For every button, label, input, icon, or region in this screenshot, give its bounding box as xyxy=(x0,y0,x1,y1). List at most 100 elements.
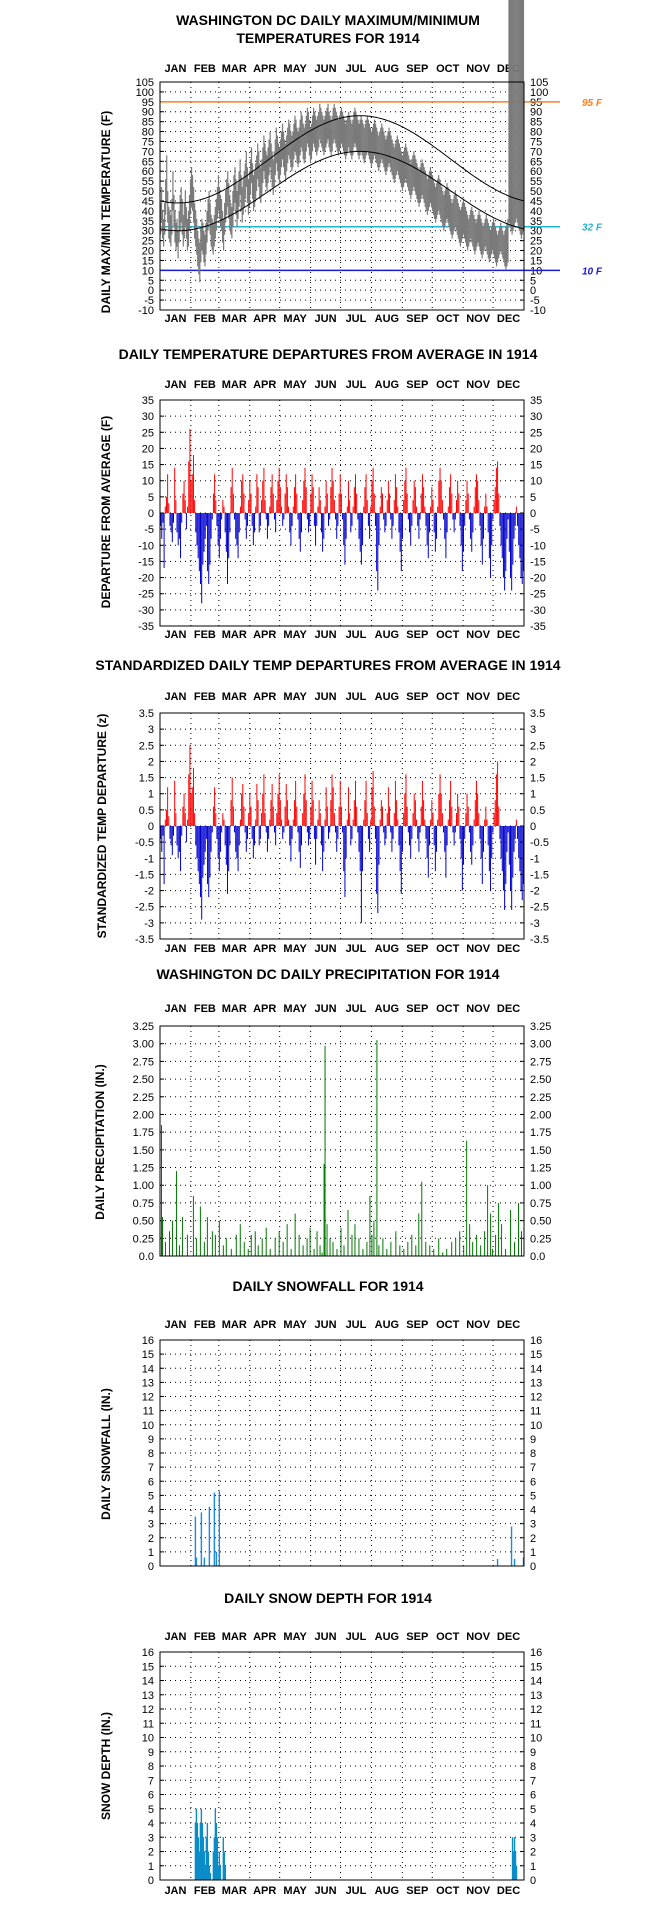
y-tick-label-right: 0.50 xyxy=(530,1216,551,1228)
y-tick-label-right: 85 xyxy=(530,117,542,129)
month-label-bottom: AUG xyxy=(375,313,399,325)
y-tick-label-right: 14 xyxy=(530,1676,542,1688)
month-label-bottom: OCT xyxy=(436,943,460,955)
y-tick-label-right: 35 xyxy=(530,395,542,407)
y-tick-label-left: 70 xyxy=(142,146,154,158)
y-tick-label-left: 3.5 xyxy=(139,708,154,720)
month-label-top: MAR xyxy=(222,1319,247,1331)
month-label-bottom: JUN xyxy=(315,1885,337,1897)
month-label-top: JAN xyxy=(164,379,186,391)
y-tick-label-right: 0.5 xyxy=(530,805,545,817)
y-tick-label-right: 75 xyxy=(530,136,542,148)
plot-border xyxy=(159,712,525,940)
y-tick-label-right: 0.25 xyxy=(530,1233,551,1245)
normal-max-curve xyxy=(160,115,524,204)
y-tick-label-right: 1 xyxy=(530,789,536,801)
y-tick-label-right: 13 xyxy=(530,1690,542,1702)
y-tick-label-right: 1 xyxy=(530,1547,536,1559)
y-tick-label-left: 15 xyxy=(142,460,154,472)
y-tick-label-left: -3 xyxy=(144,918,154,930)
month-label-top: JUL xyxy=(346,63,367,75)
y-tick-label-right: 1.25 xyxy=(530,1163,551,1175)
y-tick-label-left: 10 xyxy=(142,1420,154,1432)
y-tick-label-left: -25 xyxy=(138,589,154,601)
y-tick-label-right: 10 xyxy=(530,1420,542,1432)
y-tick-label-left: -20 xyxy=(138,573,154,585)
month-label-top: MAY xyxy=(283,63,307,75)
y-tick-label-right: 15 xyxy=(530,255,542,267)
y-tick-label-left: 0 xyxy=(148,1561,154,1573)
month-label-top: SEP xyxy=(406,1319,428,1331)
y-tick-label-right: -3.5 xyxy=(530,934,549,946)
y-tick-label-left: -35 xyxy=(138,621,154,633)
y-tick-label-right: 40 xyxy=(530,206,542,218)
month-label-top: DEC xyxy=(497,1631,520,1643)
month-label-top: AUG xyxy=(375,1631,399,1643)
y-tick-label-right: 5 xyxy=(530,1804,536,1816)
y-axis-label: DAILY SNOWFALL (IN.) xyxy=(99,1388,113,1520)
y-tick-label-right: 20 xyxy=(530,246,542,258)
y-tick-label-right: 4 xyxy=(530,1818,536,1830)
y-tick-label-left: 0.25 xyxy=(133,1233,154,1245)
y-tick-label-left: -2 xyxy=(144,886,154,898)
y-tick-label-right: 0 xyxy=(530,508,536,520)
y-tick-label-left: -1 xyxy=(144,853,154,865)
y-tick-label-left: 16 xyxy=(142,1647,154,1659)
y-tick-label-right: -3 xyxy=(530,918,540,930)
plot-border xyxy=(159,81,525,311)
y-tick-label-left: -1.5 xyxy=(135,869,154,881)
month-label-bottom: APR xyxy=(253,943,276,955)
month-label-top: NOV xyxy=(466,1319,491,1331)
month-label-bottom: JUN xyxy=(315,943,337,955)
normal-min-curve xyxy=(160,150,524,232)
y-tick-label-left: 3 xyxy=(148,1832,154,1844)
y-tick-label-right: 25 xyxy=(530,236,542,248)
month-label-top: OCT xyxy=(436,379,460,391)
month-label-top: MAR xyxy=(222,1631,247,1643)
y-tick-label-left: 80 xyxy=(142,127,154,139)
month-label-top: SEP xyxy=(406,691,428,703)
y-tick-label-right: 9 xyxy=(530,1434,536,1446)
month-label-top: JUL xyxy=(346,379,367,391)
y-tick-label-right: 15 xyxy=(530,460,542,472)
y-tick-label-right: 2.75 xyxy=(530,1056,551,1068)
month-label-top: JUN xyxy=(315,691,337,703)
y-tick-label-left: 45 xyxy=(142,196,154,208)
month-label-bottom: MAR xyxy=(222,943,247,955)
month-label-bottom: MAR xyxy=(222,629,247,641)
y-tick-label-left: 4 xyxy=(148,1505,154,1517)
y-tick-label-left: 85 xyxy=(142,117,154,129)
y-tick-label-left: -5 xyxy=(144,524,154,536)
y-tick-label-left: -0.5 xyxy=(135,837,154,849)
month-label-bottom: OCT xyxy=(436,313,460,325)
reference-label-95: 95 F xyxy=(582,98,603,109)
month-label-top: MAY xyxy=(283,691,307,703)
month-label-top: JUL xyxy=(346,691,367,703)
y-tick-label-left: 25 xyxy=(142,427,154,439)
month-label-bottom: MAR xyxy=(222,313,247,325)
y-tick-label-left: -30 xyxy=(138,605,154,617)
y-tick-label-right: 10 xyxy=(530,1733,542,1745)
month-label-top: AUG xyxy=(375,1003,399,1015)
y-tick-label-left: 95 xyxy=(142,97,154,109)
y-tick-label-left: 50 xyxy=(142,186,154,198)
chart1-title-line2: TEMPERATURES FOR 1914 xyxy=(236,30,420,46)
month-label-bottom: JUL xyxy=(346,629,367,641)
month-label-top: APR xyxy=(253,63,276,75)
month-label-bottom: FEB xyxy=(194,629,216,641)
month-label-top: AUG xyxy=(375,63,399,75)
month-label-top: JUN xyxy=(315,1003,337,1015)
y-tick-label-left: 2 xyxy=(148,756,154,768)
y-tick-label-left: 14 xyxy=(142,1676,154,1688)
month-label-top: DEC xyxy=(497,1003,520,1015)
y-tick-label-left: 3.25 xyxy=(133,1021,154,1033)
y-tick-label-right: 12 xyxy=(530,1704,542,1716)
y-tick-label-right: 2.25 xyxy=(530,1092,551,1104)
y-tick-label-left: 13 xyxy=(142,1690,154,1702)
y-axis-label: DEPARTURE FROM AVERAGE (F) xyxy=(99,416,113,608)
chart5-title: DAILY SNOWFALL FOR 1914 xyxy=(232,1278,424,1294)
y-tick-label-right: 7 xyxy=(530,1462,536,1474)
month-label-top: JAN xyxy=(164,63,186,75)
y-tick-label-right: -5 xyxy=(530,295,540,307)
month-label-bottom: DEC xyxy=(497,629,520,641)
